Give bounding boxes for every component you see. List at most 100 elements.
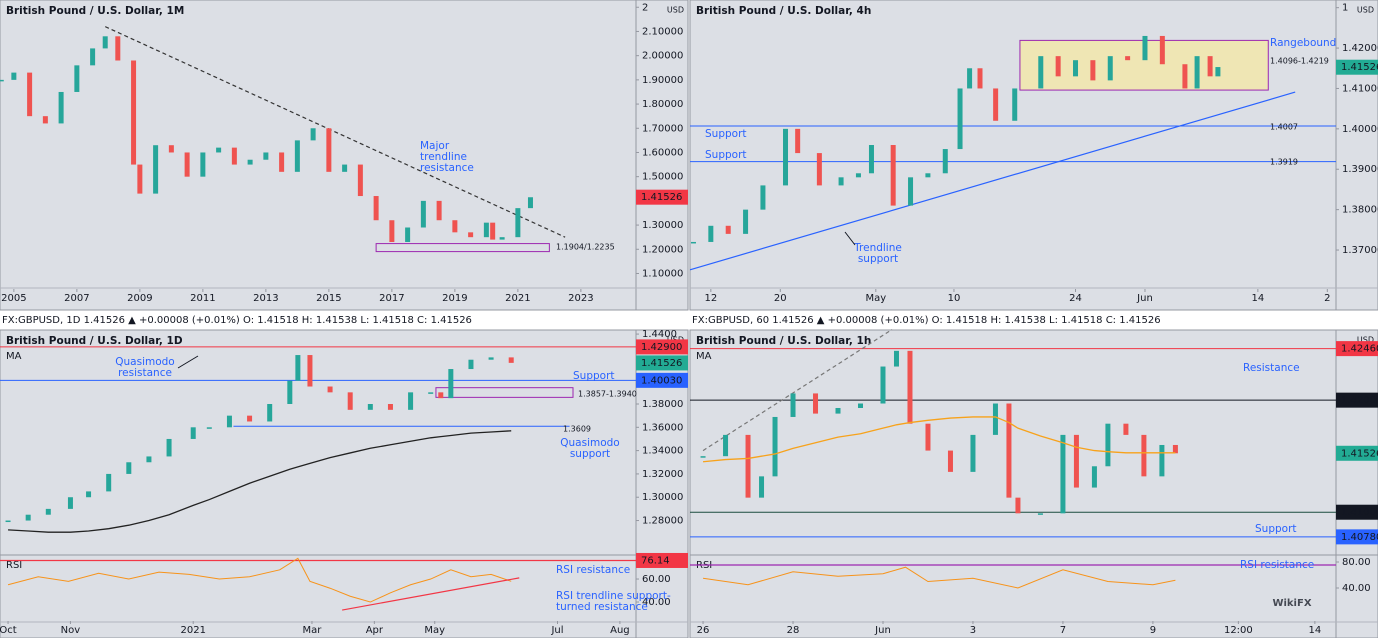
candle — [387, 404, 393, 410]
candle — [947, 450, 953, 472]
candle — [1037, 513, 1043, 515]
price-tag — [636, 552, 688, 568]
annotation: RSI resistance — [1240, 559, 1314, 571]
candle — [307, 355, 313, 387]
candle — [772, 416, 778, 477]
range-box — [375, 243, 550, 253]
candle — [725, 225, 731, 234]
rsi-tick-label: 40.00 — [642, 597, 671, 608]
unit-label: USD — [667, 6, 684, 15]
candle — [483, 222, 489, 238]
candle — [1182, 64, 1188, 89]
candle — [1073, 60, 1079, 77]
candle — [86, 491, 92, 498]
x-tick-label: 2021 — [180, 625, 205, 636]
arrow — [177, 355, 199, 369]
price-tag-label: 1.42900 — [641, 342, 682, 353]
candle — [723, 434, 729, 457]
annotation: 1.3609 — [563, 425, 591, 434]
candle — [126, 462, 132, 474]
trendline — [702, 329, 893, 452]
rsi-line — [702, 566, 1176, 589]
price-tag — [1336, 392, 1378, 408]
candle — [1159, 35, 1165, 65]
y-tick-label: 1.37000 — [1342, 245, 1378, 256]
candle — [880, 366, 886, 404]
x-tick-label: May — [424, 625, 445, 636]
price-tag-label: 1.41526 — [1341, 62, 1378, 73]
trendline — [104, 26, 566, 238]
trendline — [342, 577, 520, 611]
candle — [1055, 56, 1061, 77]
candle — [184, 152, 190, 177]
candle — [838, 177, 844, 186]
candle — [967, 68, 973, 89]
panel-title: British Pound / U.S. Dollar, 1M — [6, 5, 184, 17]
x-tick-label: 2023 — [568, 293, 593, 304]
candle — [893, 350, 899, 367]
candle — [795, 128, 801, 154]
trendline — [689, 91, 1296, 271]
y-tick-label: 1.38000 — [642, 399, 683, 410]
candle — [857, 403, 863, 408]
annotation: Rangebound — [1270, 37, 1336, 49]
candle — [294, 140, 300, 172]
price-tag-label: 1.41526 — [641, 192, 682, 203]
annotation: 1.4007 — [1270, 123, 1298, 132]
candle — [166, 438, 172, 457]
candle — [925, 173, 931, 178]
x-tick-label: Nov — [61, 625, 81, 636]
y-tick-label: 1.70000 — [642, 123, 683, 134]
candle — [190, 427, 196, 439]
candle — [448, 369, 454, 399]
info-bar — [0, 310, 1378, 330]
candle — [137, 164, 143, 194]
candle — [42, 116, 48, 124]
candle — [1015, 497, 1021, 514]
candle — [408, 392, 414, 410]
annotation: resistance — [420, 162, 474, 174]
annotation: Quasimodo — [560, 437, 619, 449]
candle — [67, 497, 73, 509]
candle — [907, 350, 913, 424]
x-tick-label: 3 — [970, 625, 976, 636]
x-tick-label: Jun — [874, 625, 891, 636]
x-tick-label: 2007 — [64, 293, 89, 304]
candle — [347, 392, 353, 410]
x-tick-label: 14 — [1251, 293, 1264, 304]
annotation: 1.4096-1.4219 — [1270, 57, 1329, 66]
x-tick-label: Jun — [1136, 293, 1153, 304]
x-tick-label: 2011 — [190, 293, 215, 304]
candle — [868, 145, 874, 174]
y-tick-label: 1.42000 — [1342, 43, 1378, 54]
candle — [74, 65, 80, 92]
candle — [1012, 88, 1018, 121]
candle — [115, 36, 121, 61]
panel-title: British Pound / U.S. Dollar, 4h — [696, 5, 871, 17]
candle — [1159, 444, 1165, 477]
x-tick-label: 28 — [787, 625, 800, 636]
annotation: Trendline — [853, 242, 902, 254]
candle — [106, 473, 112, 492]
x-tick-label: 14 — [1308, 625, 1321, 636]
candle — [58, 91, 64, 124]
candle — [420, 200, 426, 228]
candle — [855, 173, 861, 178]
x-tick-label: 2017 — [379, 293, 404, 304]
candle — [428, 392, 434, 394]
range-box — [435, 387, 574, 398]
candle — [816, 153, 822, 186]
annotation: Major — [420, 140, 450, 152]
rsi-line — [7, 557, 512, 603]
annotation: trendline — [420, 151, 467, 163]
ma-line — [702, 416, 1176, 463]
x-tick-label: May — [865, 293, 886, 304]
x-tick-label: Apr — [366, 625, 384, 636]
candle — [326, 128, 332, 172]
candle — [267, 404, 273, 422]
panel-title: British Pound / U.S. Dollar, 1h — [696, 335, 871, 347]
annotation: Support — [573, 370, 615, 382]
price-tag — [1336, 504, 1378, 520]
candle — [488, 357, 494, 360]
